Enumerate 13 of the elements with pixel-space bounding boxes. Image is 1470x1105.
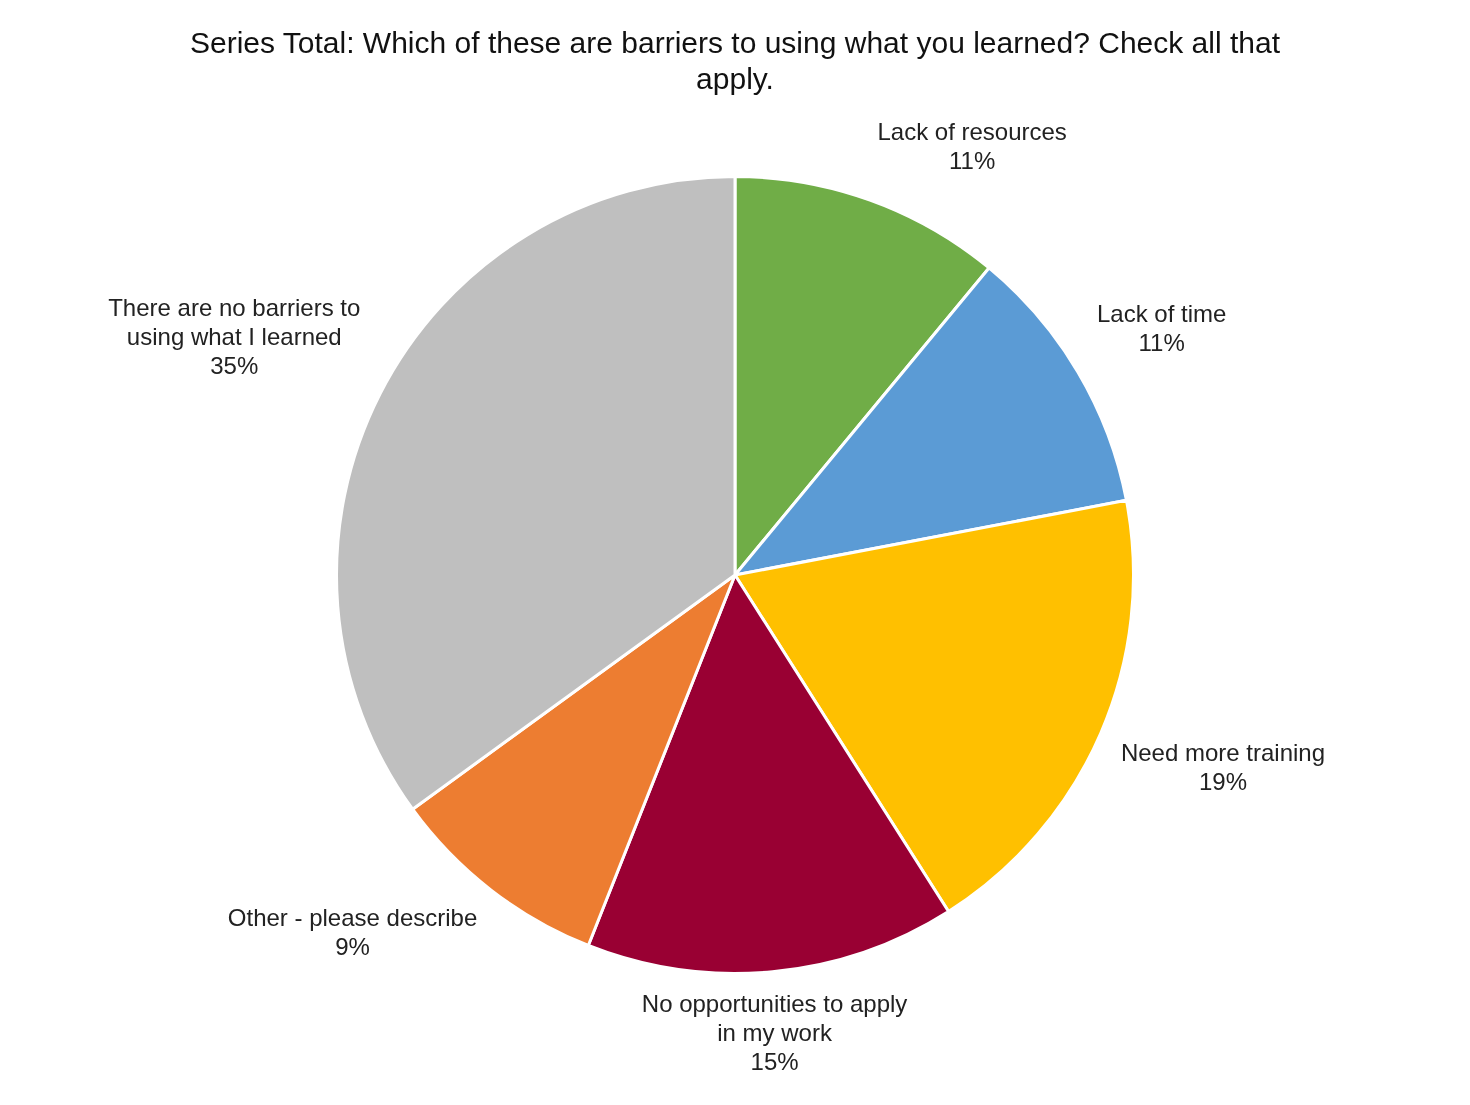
slice-label: Lack of resources (877, 117, 1067, 145)
slice-label: Lack of time (1096, 299, 1227, 327)
slice-label: Need more training (1120, 738, 1326, 766)
slice-label: No opportunities to apply in my work (641, 990, 908, 1047)
data-label: 11% (949, 146, 996, 174)
slice-label: Other - please describe (227, 903, 478, 931)
slice-label: There are no barriers to using what I learned (108, 293, 361, 350)
data-label: 9% (335, 932, 370, 960)
data-label: 15% (750, 1048, 799, 1076)
data-label: 11% (1138, 328, 1185, 356)
chart-title: Series Total: Which of these are barriers to using what you learned? Check all that apply. (189, 26, 1281, 96)
data-label: 35% (210, 351, 259, 379)
data-label: 19% (1198, 767, 1247, 795)
